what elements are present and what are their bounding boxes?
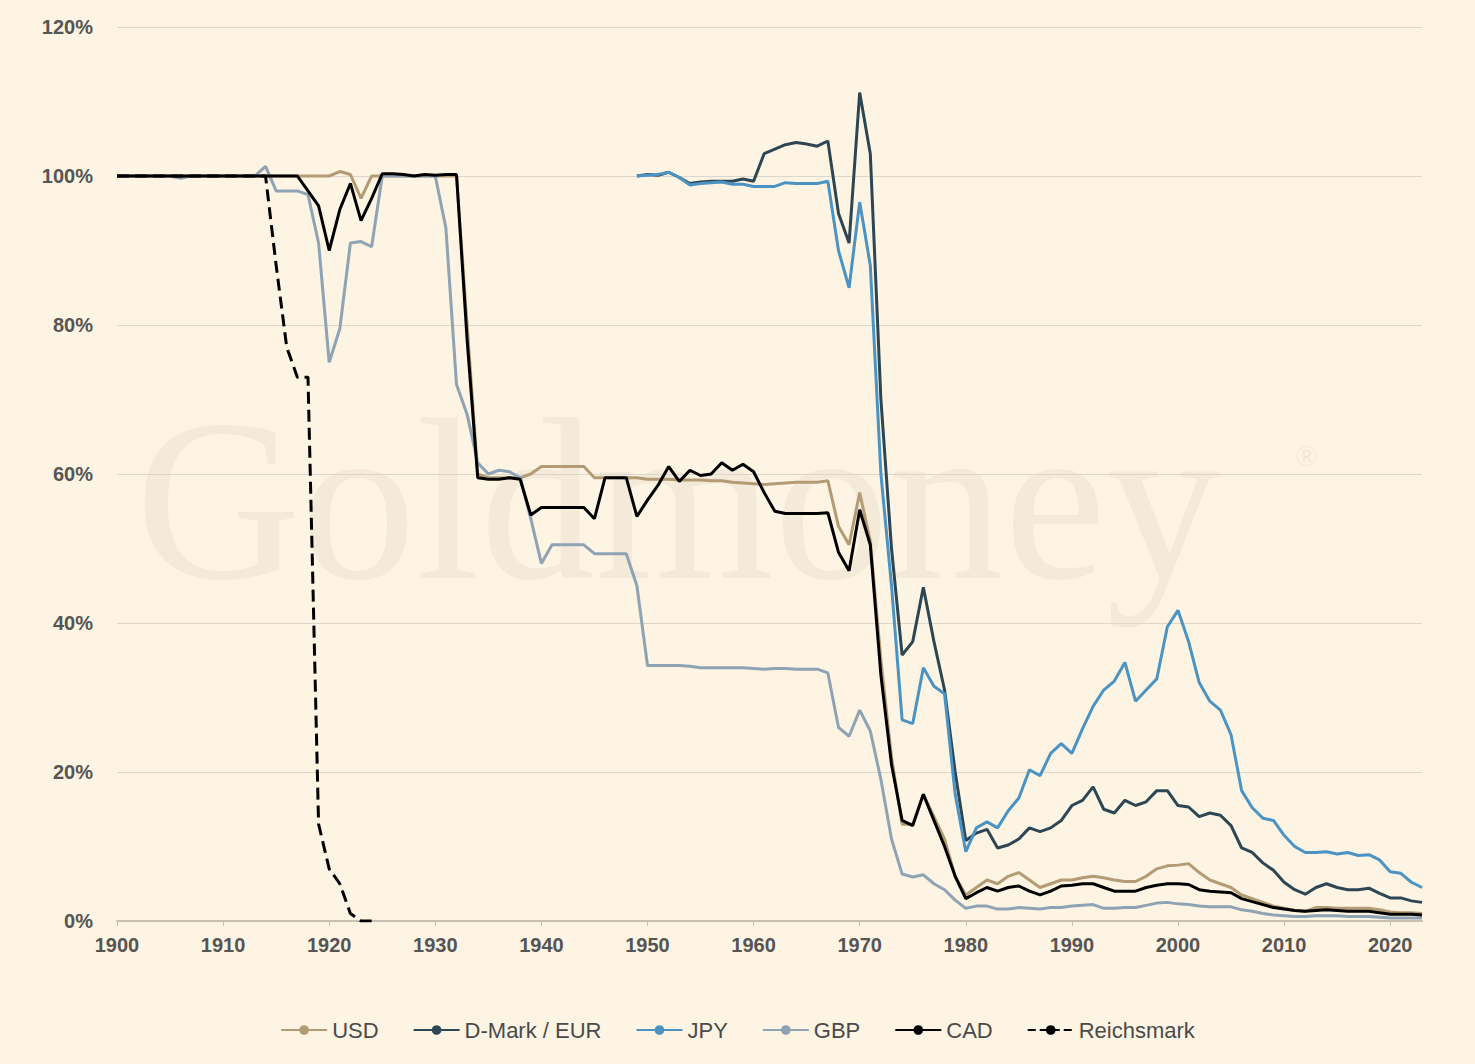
svg-text:1960: 1960 — [731, 934, 776, 956]
svg-text:D-Mark / EUR: D-Mark / EUR — [465, 1018, 602, 1043]
svg-text:1950: 1950 — [625, 934, 670, 956]
svg-text:CAD: CAD — [946, 1018, 992, 1043]
svg-text:1940: 1940 — [519, 934, 564, 956]
svg-text:JPY: JPY — [687, 1018, 728, 1043]
svg-text:Goldmoney: Goldmoney — [135, 373, 1221, 628]
svg-text:1990: 1990 — [1050, 934, 1095, 956]
svg-text:Reichsmark: Reichsmark — [1079, 1018, 1196, 1043]
svg-text:2010: 2010 — [1262, 934, 1307, 956]
svg-text:1900: 1900 — [95, 934, 140, 956]
svg-text:20%: 20% — [53, 761, 93, 783]
svg-text:2000: 2000 — [1156, 934, 1201, 956]
svg-text:120%: 120% — [42, 16, 93, 38]
svg-text:80%: 80% — [53, 314, 93, 336]
svg-text:USD: USD — [332, 1018, 378, 1043]
svg-text:100%: 100% — [42, 165, 93, 187]
svg-text:60%: 60% — [53, 463, 93, 485]
svg-text:1920: 1920 — [307, 934, 352, 956]
svg-text:1930: 1930 — [413, 934, 458, 956]
svg-text:1910: 1910 — [201, 934, 246, 956]
svg-text:2020: 2020 — [1368, 934, 1413, 956]
svg-text:GBP: GBP — [814, 1018, 860, 1043]
svg-text:®: ® — [1295, 439, 1318, 472]
svg-text:0%: 0% — [64, 910, 93, 932]
svg-text:1970: 1970 — [837, 934, 882, 956]
svg-text:40%: 40% — [53, 612, 93, 634]
svg-text:1980: 1980 — [944, 934, 989, 956]
